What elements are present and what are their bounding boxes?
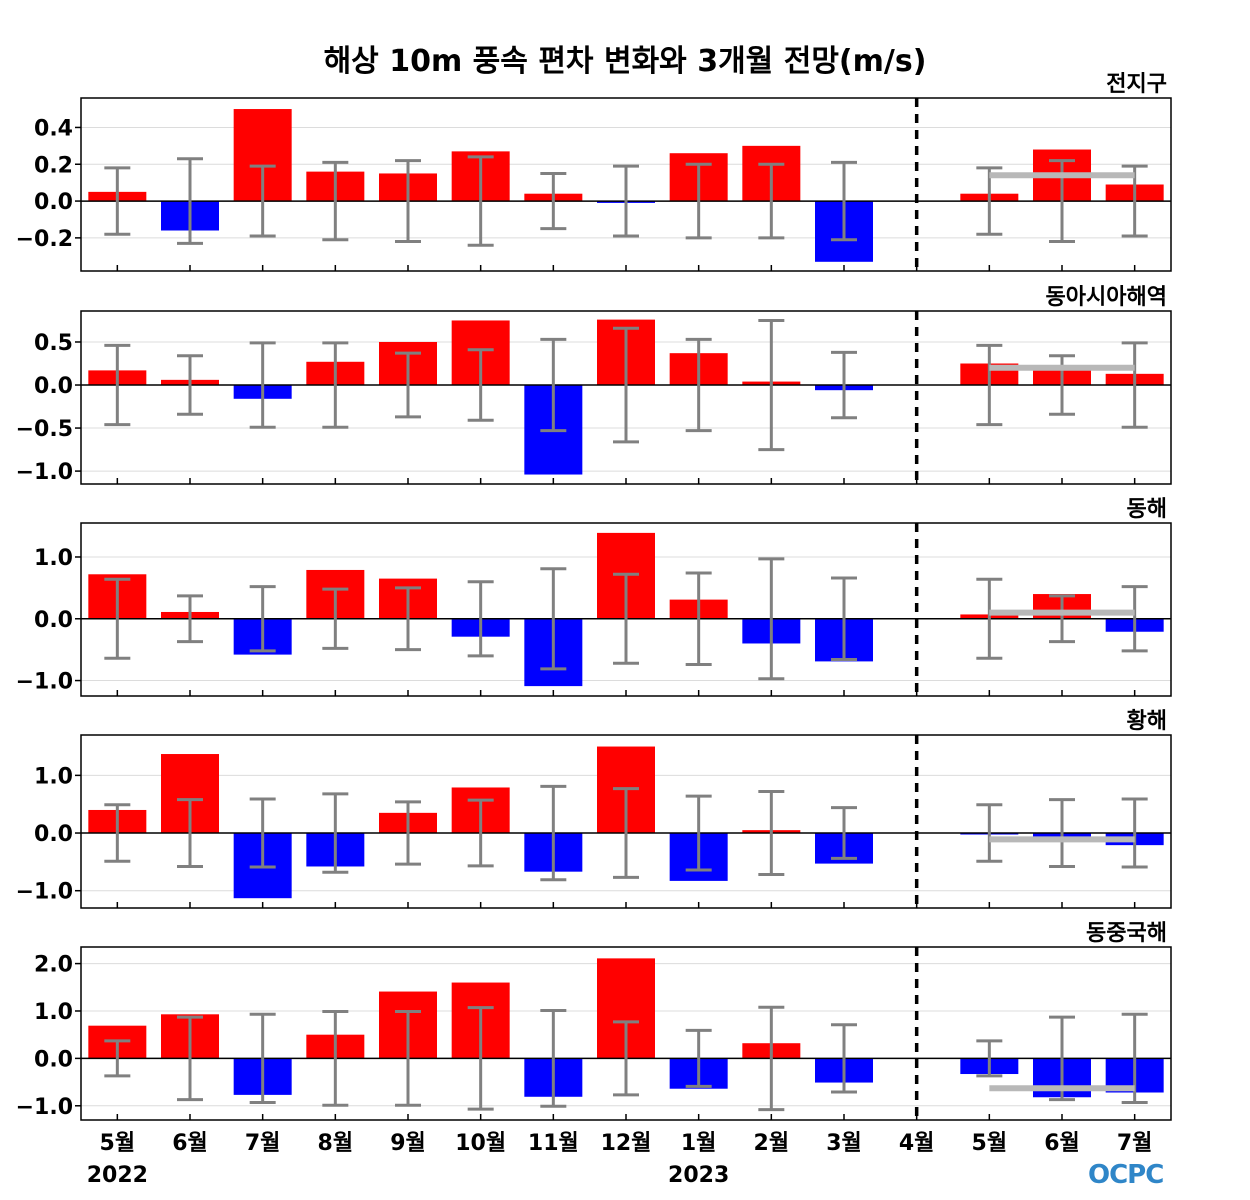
x-tick-label: 6월 xyxy=(172,1131,208,1156)
panel-frame xyxy=(80,734,1172,909)
y-tick-label: 0.0 xyxy=(34,608,73,633)
year-label: 2023 xyxy=(668,1163,729,1188)
y-tick-label: 0.0 xyxy=(34,1047,73,1072)
panel-3: 동해 1.0 0.0 −1.0 xyxy=(16,497,1172,697)
chart-title: 해상 10m 풍속 편차 변화와 3개월 전망(m/s) xyxy=(323,44,927,79)
panel-frame xyxy=(80,946,1172,1121)
panel-5: 동중국해 2.0 1.0 0.0 −1.0 xyxy=(16,921,1172,1121)
x-tick-label: 12월 xyxy=(601,1131,652,1156)
panel-4: 황해 1.0 0.0 −1.0 xyxy=(16,709,1172,909)
panel-frame xyxy=(80,310,1172,485)
y-tick-label: −0.5 xyxy=(16,417,73,442)
y-tick-label: 2.0 xyxy=(34,953,73,978)
region-label: 동해 xyxy=(1127,497,1167,522)
y-tick-label: 1.0 xyxy=(34,546,73,571)
region-label: 동아시아해역 xyxy=(1046,285,1167,310)
region-label: 동중국해 xyxy=(1086,921,1167,946)
y-tick-label: −1.0 xyxy=(16,460,73,485)
x-tick-label: 8월 xyxy=(318,1131,354,1156)
x-tick-label: 2월 xyxy=(754,1131,790,1156)
y-tick-label: 0.5 xyxy=(34,331,73,356)
y-tick-label: 0.0 xyxy=(34,374,73,399)
x-tick-label: 10월 xyxy=(455,1131,506,1156)
region-label: 전지구 xyxy=(1106,72,1167,97)
y-tick-label: −0.2 xyxy=(16,227,73,252)
panel-frame xyxy=(80,522,1172,697)
x-tick-label: 7월 xyxy=(245,1131,281,1156)
x-tick-label: 9월 xyxy=(390,1131,426,1156)
x-tick-label: 1월 xyxy=(681,1131,717,1156)
y-tick-label: 0.4 xyxy=(34,116,73,141)
y-tick-label: 1.0 xyxy=(34,1000,73,1025)
y-tick-label: 1.0 xyxy=(34,764,73,789)
year-label: 2022 xyxy=(87,1163,148,1188)
y-tick-label: −1.0 xyxy=(16,880,73,905)
y-tick-label: −1.0 xyxy=(16,670,73,695)
x-tick-label: 7월 xyxy=(1117,1131,1153,1156)
panel-frame xyxy=(80,97,1172,272)
x-tick-label: 11월 xyxy=(528,1131,579,1156)
ocpc-logo: OCPC xyxy=(1088,1160,1164,1190)
y-tick-label: 0.2 xyxy=(34,153,73,178)
panel-1: 전지구 0.4 0.2 0.0 −0.2 xyxy=(16,72,1172,272)
panel-2: 동아시아해역 0.5 0.0 −0.5 −1.0 xyxy=(16,285,1172,485)
y-tick-label: 0.0 xyxy=(34,822,73,847)
y-tick-label: −1.0 xyxy=(16,1095,73,1120)
x-tick-label: 5월 xyxy=(972,1131,1008,1156)
x-tick-label: 5월 xyxy=(100,1131,136,1156)
x-tick-label: 4월 xyxy=(899,1131,935,1156)
region-label: 황해 xyxy=(1127,709,1167,734)
y-tick-label: 0.0 xyxy=(34,190,73,215)
x-tick-label: 3월 xyxy=(826,1131,862,1156)
x-tick-label: 6월 xyxy=(1044,1131,1080,1156)
